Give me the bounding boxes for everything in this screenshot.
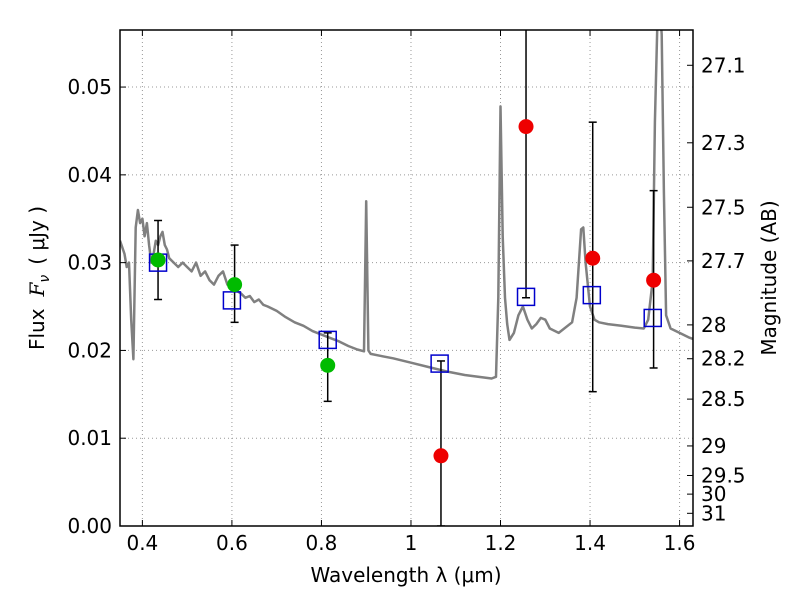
observed-point <box>518 119 534 135</box>
y2-tick-label: 30 <box>701 482 726 506</box>
template-spectrum-line <box>120 30 693 380</box>
model-box-marker <box>222 291 242 310</box>
y-tick-label: 0.02 <box>67 338 112 362</box>
y-axis-ticks: 0.00 0.01 0.02 0.03 0.04 0.05 <box>67 75 126 538</box>
y-axis-label: Flux Fν ( μJy ) <box>25 206 53 350</box>
y-tick-label: 0.03 <box>67 251 112 275</box>
y2-tick-label: 29.5 <box>701 463 746 487</box>
observed-point <box>320 357 336 373</box>
y-axis-label-subscript: ν <box>37 275 53 283</box>
y-tick-label: 0.00 <box>67 514 112 538</box>
x-tick-label: 1.2 <box>485 531 517 555</box>
x-tick-label: 0.4 <box>126 531 158 555</box>
plot-background <box>120 30 693 526</box>
template-spectrum <box>120 30 693 380</box>
model-box-marker <box>318 330 337 350</box>
observed-point <box>433 448 449 464</box>
y-tick-label: 0.05 <box>67 75 112 99</box>
model-box-marker <box>582 285 602 305</box>
observed-point <box>227 277 243 293</box>
x-axis-ticks: 0.4 0.6 0.8 1 1.2 1.4 1.6 <box>126 30 695 555</box>
x-tick-label: 0.6 <box>216 531 248 555</box>
observed-point <box>585 250 601 266</box>
x-tick-label: 1.4 <box>574 531 606 555</box>
y2-tick-label: 28.5 <box>701 387 746 411</box>
model-box-marker <box>430 354 449 373</box>
x-tick-label: 0.8 <box>306 531 338 555</box>
y2-tick-label: 27.7 <box>701 249 746 273</box>
y-tick-label: 0.01 <box>67 426 112 450</box>
model-box-marker <box>516 287 536 307</box>
y2-tick-label: 27.5 <box>701 195 746 219</box>
y2-tick-label: 31 <box>701 501 726 525</box>
observed-points <box>150 119 662 464</box>
model-box-marker <box>643 308 662 328</box>
observed-point <box>150 252 166 268</box>
y2-axis-label: Magnitude (AB) <box>757 200 781 355</box>
x-tick-label: 1.6 <box>664 531 696 555</box>
y-tick-label: 0.04 <box>67 163 112 187</box>
y2-tick-label: 28.2 <box>701 347 746 371</box>
x-axis-label: Wavelength λ (μm) <box>310 563 501 587</box>
y2-tick-label: 29 <box>701 434 726 458</box>
error-bars <box>154 30 658 526</box>
plot-frame <box>119 29 694 527</box>
y-axis-label-symbol: F <box>25 281 49 297</box>
x-tick-label: 1 <box>405 531 418 555</box>
y2-tick-label: 28 <box>701 313 726 337</box>
y2-tick-label: 27.1 <box>701 53 746 77</box>
observed-point <box>646 272 662 288</box>
y2-tick-label: 27.3 <box>701 131 746 155</box>
y-axis-label-text: Flux <box>25 308 49 350</box>
y-axis-label-units: ( μJy ) <box>25 206 49 265</box>
